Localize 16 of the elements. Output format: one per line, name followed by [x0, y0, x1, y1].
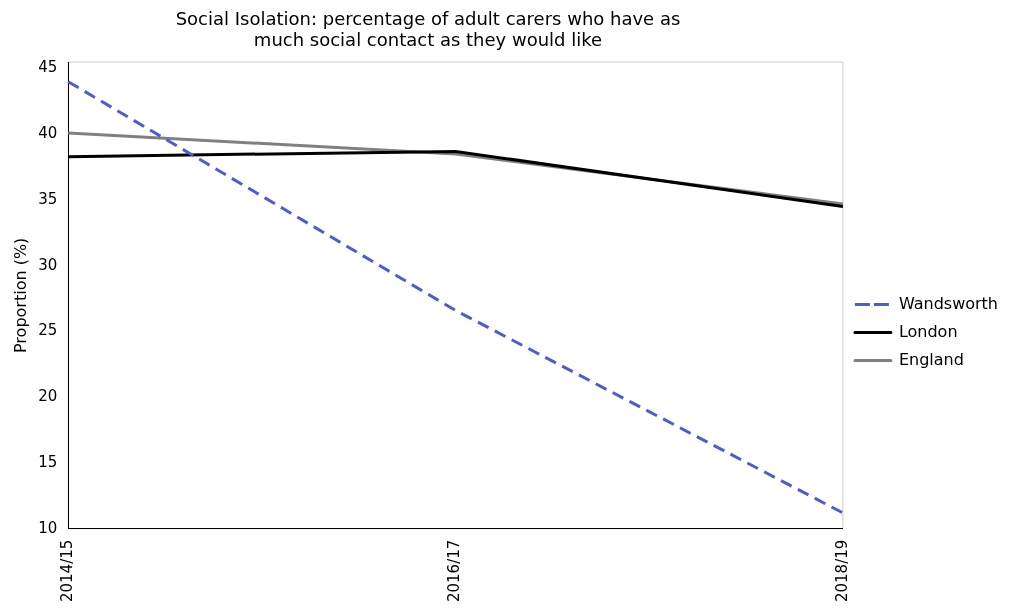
y-tick-label: 35: [38, 189, 58, 208]
x-tick-label: 2016/17: [445, 539, 464, 603]
legend-label: Wandsworth: [898, 293, 999, 313]
x-tick-label: 2014/15: [58, 539, 77, 603]
x-tick-label: 2018/19: [832, 539, 851, 603]
legend-label: London: [898, 321, 958, 341]
legend-label: England: [898, 349, 964, 369]
chart-title: Social Isolation: percentage of adult carers who have as much social contact as they would like: [174, 8, 682, 50]
y-tick-label: 20: [38, 387, 58, 406]
y-axis-title: Proportion (%): [10, 237, 30, 354]
y-tick-label: 30: [38, 255, 58, 274]
y-tick-label: 25: [38, 321, 58, 340]
y-tick-label: 45: [38, 58, 58, 77]
y-tick-label: 40: [38, 124, 58, 143]
y-tick-label: 15: [38, 452, 58, 471]
y-tick-label: 10: [38, 518, 58, 537]
